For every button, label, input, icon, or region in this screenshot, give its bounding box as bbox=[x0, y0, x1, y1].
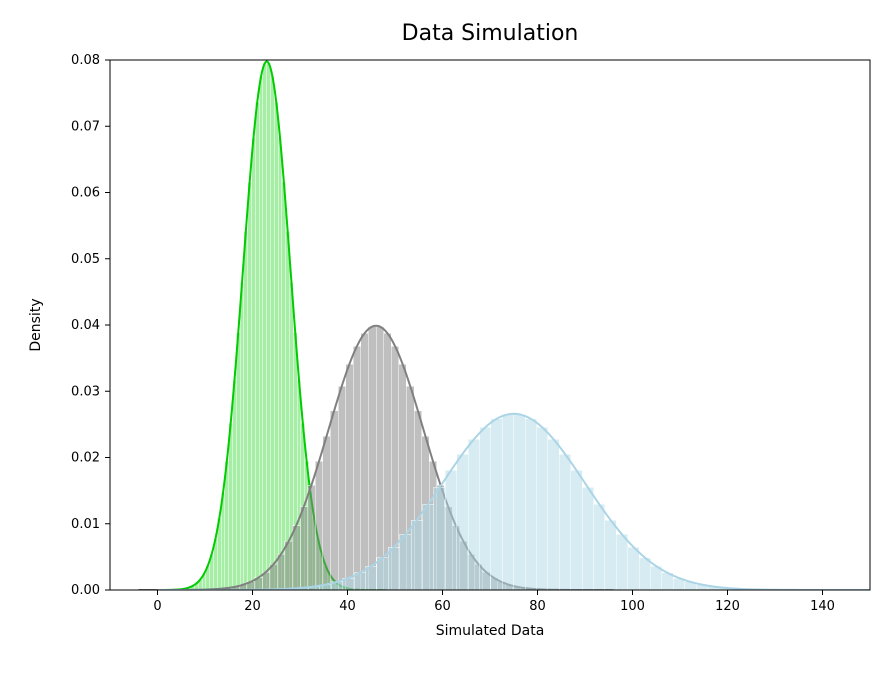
hist-bar-lightblue bbox=[594, 504, 605, 590]
hist-bar-lightblue bbox=[388, 547, 399, 590]
hist-bar-lightblue bbox=[502, 414, 513, 590]
y-tick-label: 0.00 bbox=[71, 583, 100, 598]
hist-bar-lightblue bbox=[491, 419, 502, 590]
hist-bar-lightblue bbox=[525, 419, 536, 590]
hist-bar-lightblue bbox=[468, 439, 479, 590]
hist-bar-green bbox=[286, 231, 290, 590]
x-tick-label: 120 bbox=[715, 599, 740, 614]
x-tick-label: 140 bbox=[810, 599, 835, 614]
x-tick-label: 40 bbox=[339, 599, 356, 614]
hist-bar-green bbox=[278, 138, 282, 590]
hist-bar-grey bbox=[346, 364, 354, 590]
hist-bar-lightblue bbox=[411, 520, 422, 590]
hist-bar-green bbox=[236, 333, 240, 590]
hist-bar-lightblue bbox=[548, 439, 559, 590]
hist-bar-lightblue bbox=[582, 487, 593, 590]
hist-bar-grey bbox=[376, 327, 384, 590]
hist-bar-green bbox=[248, 182, 252, 590]
hist-bar-green bbox=[244, 231, 248, 590]
hist-bar-grey bbox=[300, 507, 308, 590]
x-tick-label: 20 bbox=[244, 599, 261, 614]
x-tick-label: 100 bbox=[620, 599, 645, 614]
hist-bar-lightblue bbox=[628, 547, 639, 590]
hist-bar-green bbox=[252, 138, 256, 590]
hist-bar-lightblue bbox=[639, 558, 650, 590]
hist-bar-lightblue bbox=[434, 487, 445, 590]
hist-bar-lightblue bbox=[457, 454, 468, 590]
hist-bar-green bbox=[274, 102, 278, 590]
hist-bar-grey bbox=[323, 436, 331, 590]
hist-bar-lightblue bbox=[377, 558, 388, 590]
x-tick-label: 60 bbox=[434, 599, 451, 614]
hist-bar-grey bbox=[361, 333, 369, 590]
y-tick-label: 0.01 bbox=[71, 517, 100, 532]
hist-bar-lightblue bbox=[537, 427, 548, 590]
hist-bar-green bbox=[271, 76, 275, 590]
hist-bar-green bbox=[229, 423, 233, 590]
hist-bar-lightblue bbox=[480, 427, 491, 590]
hist-bar-grey bbox=[315, 461, 323, 590]
hist-bar-grey bbox=[330, 411, 338, 590]
hist-bar-grey bbox=[285, 541, 293, 590]
x-tick-label: 80 bbox=[529, 599, 546, 614]
hist-bar-grey bbox=[353, 346, 361, 590]
x-axis-label: Simulated Data bbox=[436, 623, 545, 639]
chart-container: 0 20 40 60 80 100 120 140 0.00 0.01 0.02 0.03 0.04 0.… bbox=[0, 0, 894, 677]
hist-bar-grey bbox=[292, 526, 300, 590]
hist-bar-lightblue bbox=[514, 414, 525, 590]
hist-bar-lightblue bbox=[616, 534, 627, 590]
x-tick-label: 0 bbox=[153, 599, 161, 614]
hist-bar-grey bbox=[338, 386, 346, 590]
y-axis-label: Density bbox=[28, 298, 44, 351]
hist-bar-lightblue bbox=[445, 470, 456, 590]
hist-bar-grey bbox=[308, 485, 316, 590]
y-tick-label: 0.06 bbox=[71, 186, 100, 201]
y-tick-label: 0.05 bbox=[71, 252, 100, 267]
hist-bar-green bbox=[282, 182, 286, 590]
y-tick-label: 0.07 bbox=[71, 119, 100, 134]
hist-bar-green bbox=[255, 102, 259, 590]
y-tick-label: 0.08 bbox=[71, 53, 100, 68]
chart-title: Data Simulation bbox=[402, 21, 579, 46]
hist-bar-lightblue bbox=[571, 470, 582, 590]
hist-bar-grey bbox=[368, 327, 376, 590]
hist-bar-green bbox=[259, 76, 263, 590]
hist-bar-lightblue bbox=[423, 504, 434, 590]
hist-bar-green bbox=[267, 63, 271, 590]
hist-bar-lightblue bbox=[400, 534, 411, 590]
y-tick-label: 0.02 bbox=[71, 451, 100, 466]
hist-bar-green bbox=[263, 63, 267, 590]
hist-bar-lightblue bbox=[605, 520, 616, 590]
chart-svg: 0 20 40 60 80 100 120 140 0.00 0.01 0.02 0.03 0.04 0.… bbox=[0, 0, 894, 677]
hist-bar-green bbox=[233, 380, 237, 590]
y-tick-label: 0.04 bbox=[71, 318, 100, 333]
hist-bar-lightblue bbox=[559, 454, 570, 590]
y-tick-label: 0.03 bbox=[71, 384, 100, 399]
hist-bar-green bbox=[240, 282, 244, 590]
